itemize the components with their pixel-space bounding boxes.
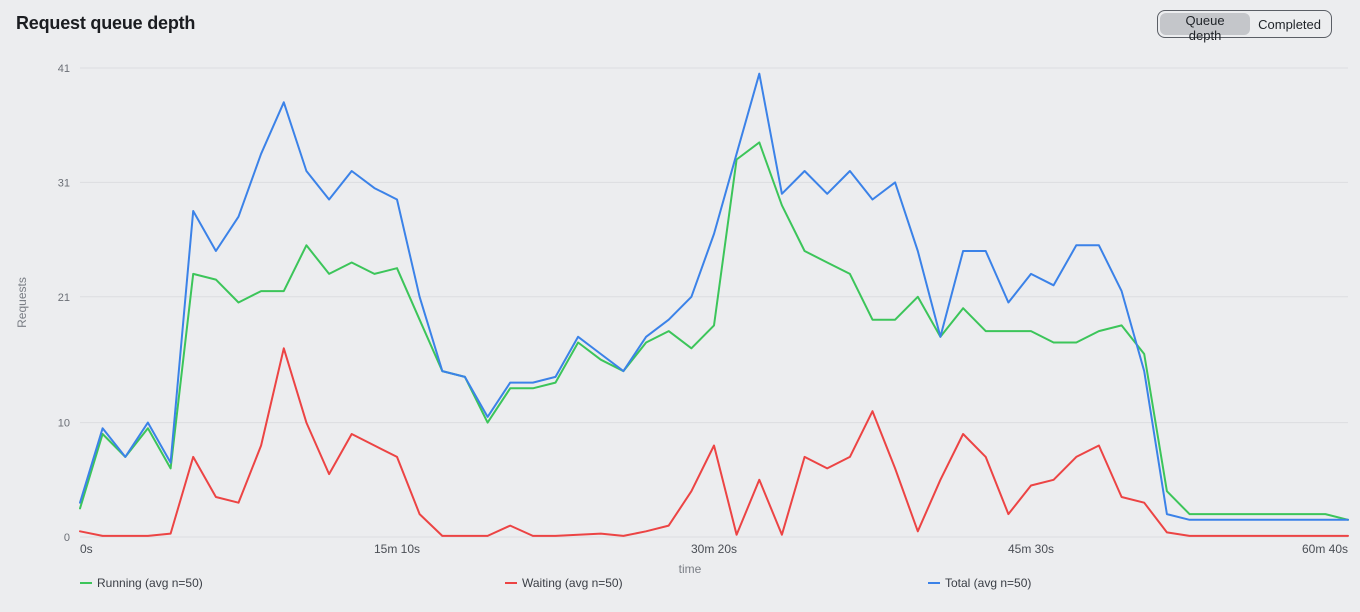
series-line-waiting [79, 347, 1349, 537]
legend-label: Running (avg n=50) [97, 576, 203, 590]
y-tick-label: 0 [64, 532, 70, 544]
x-tick-label: 45m 30s [1008, 542, 1054, 556]
y-tick-label: 31 [58, 177, 70, 189]
x-tick-label: 0s [80, 542, 93, 556]
legend-item-running: Running (avg n=50) [80, 576, 203, 590]
chart-gridlines [80, 67, 1348, 538]
series-line-total [79, 72, 1349, 521]
x-axis-label: time [679, 562, 702, 576]
queue-depth-toggle-button[interactable]: Queue depth [1160, 13, 1251, 43]
x-tick-label: 15m 10s [374, 542, 420, 556]
y-tick-label: 41 [58, 63, 70, 75]
chart-legend: Running (avg n=50) Waiting (avg n=50) Tota… [80, 576, 1031, 590]
y-tick-label: 21 [58, 292, 70, 304]
x-tick-label: 60m 40s [1302, 542, 1348, 556]
x-axis-ticks: 0s 15m 10s 30m 20s 45m 30s 60m 40s [80, 542, 1348, 556]
legend-label: Waiting (avg n=50) [522, 576, 623, 590]
x-tick-label: 30m 20s [691, 542, 737, 556]
y-axis-ticks: 0 10 21 31 41 [58, 63, 70, 544]
completed-toggle-button[interactable]: Completed [1250, 13, 1329, 35]
series-line-running [79, 141, 1349, 521]
y-axis-label: Requests [15, 277, 29, 328]
view-toggle: Queue depth Completed [1157, 10, 1332, 43]
y-tick-label: 10 [58, 418, 70, 430]
legend-item-waiting: Waiting (avg n=50) [505, 576, 623, 590]
legend-label: Total (avg n=50) [945, 576, 1031, 590]
chart-series-lines [79, 72, 1349, 537]
legend-item-total: Total (avg n=50) [928, 576, 1031, 590]
page-title: Request queue depth [16, 13, 196, 33]
